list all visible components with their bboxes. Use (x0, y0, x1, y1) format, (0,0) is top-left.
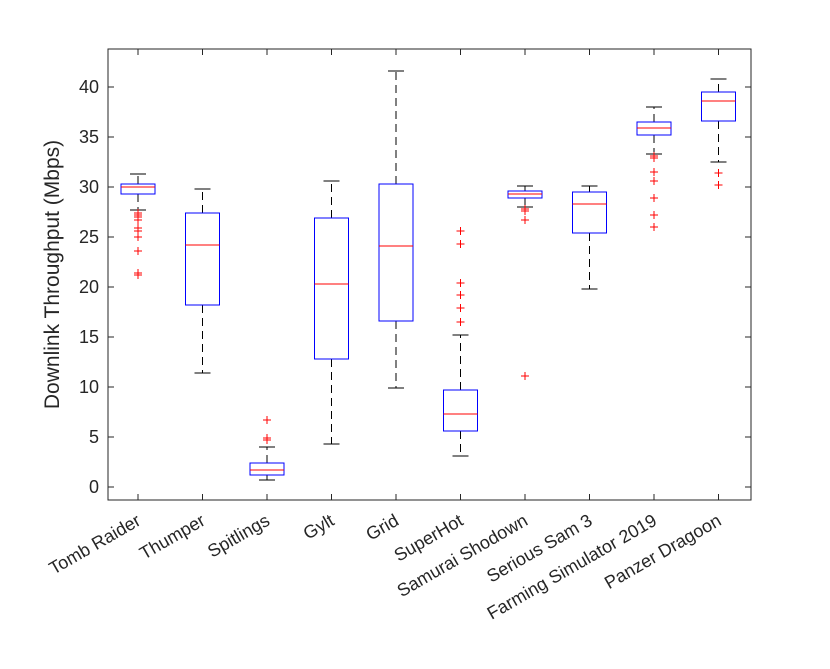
box-group (572, 185, 607, 290)
outlier-marker (714, 169, 723, 177)
outlier-marker (521, 372, 529, 380)
outlier-marker (650, 168, 658, 176)
x-category-label: Thumper (136, 510, 208, 563)
outlier-marker (650, 177, 658, 185)
outlier-marker (456, 304, 465, 312)
y-tick-label: 0 (89, 477, 99, 497)
iqr-box (314, 217, 349, 360)
y-tick-label: 40 (79, 77, 99, 97)
outlier-marker (456, 227, 465, 235)
outlier-marker (134, 271, 142, 279)
iqr-box (572, 191, 607, 234)
box-group (636, 106, 672, 231)
box-group (378, 70, 414, 389)
plot-frame (107, 48, 752, 501)
box-group (120, 173, 156, 279)
box-group (185, 188, 220, 374)
y-tick-label: 35 (79, 127, 99, 147)
box-group (314, 180, 349, 445)
box-group (249, 416, 285, 481)
outlier-marker (134, 216, 142, 224)
iqr-box (378, 183, 414, 322)
outlier-marker (714, 181, 723, 189)
box-group (443, 227, 478, 457)
outlier-marker (456, 240, 465, 248)
x-category-label: Panzer Dragoon (601, 510, 725, 593)
outlier-marker (263, 434, 271, 442)
outlier-marker (521, 216, 529, 224)
outlier-marker (134, 247, 142, 255)
y-axis-title: Downlink Throughput (Mbps) (41, 140, 64, 409)
outlier-marker (650, 154, 658, 162)
outlier-marker (263, 416, 271, 424)
y-tick-label: 30 (79, 177, 99, 197)
plot-content (120, 70, 736, 481)
x-category-label: Gylt (300, 510, 338, 543)
outlier-marker (456, 291, 465, 299)
iqr-box (249, 462, 285, 476)
x-category-label: Spitlings (204, 510, 273, 561)
y-tick-label: 15 (79, 327, 99, 347)
y-tick-label: 25 (79, 227, 99, 247)
box-group (701, 78, 736, 189)
y-tick-label: 10 (79, 377, 99, 397)
outlier-marker (456, 318, 465, 326)
iqr-box (185, 212, 220, 306)
outlier-marker (134, 233, 142, 241)
outlier-marker (650, 211, 658, 219)
iqr-box (701, 91, 736, 122)
y-tick-label: 20 (79, 277, 99, 297)
x-category-label: Grid (363, 510, 402, 544)
outlier-marker (456, 279, 465, 287)
outlier-marker (650, 194, 658, 202)
outlier-marker (521, 207, 529, 215)
x-category-label: Tomb Raider (46, 510, 144, 578)
iqr-box (443, 389, 478, 432)
outlier-marker (650, 223, 658, 231)
y-tick-label: 5 (89, 427, 99, 447)
iqr-box (120, 183, 156, 195)
y-axis: 0 5 10 15 20 25 30 35 40 (79, 77, 751, 497)
box-group (507, 185, 543, 380)
